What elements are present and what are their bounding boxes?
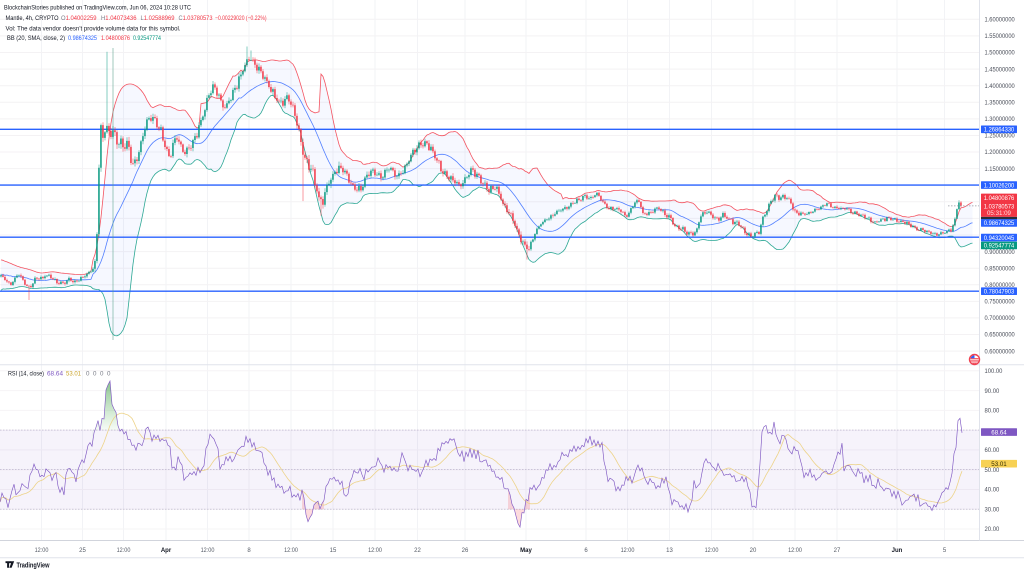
svg-text:O1.04002259: O1.04002259 <box>61 15 97 22</box>
svg-text:Apr: Apr <box>161 548 172 554</box>
svg-text:0.98674325: 0.98674325 <box>984 220 1015 227</box>
svg-text:0: 0 <box>100 371 104 378</box>
svg-text:6: 6 <box>584 548 588 554</box>
svg-text:Mantle, 4h, CRYPTO: Mantle, 4h, CRYPTO <box>6 15 59 22</box>
svg-text:12:00: 12:00 <box>705 548 719 554</box>
svg-text:1.60000000: 1.60000000 <box>985 17 1016 24</box>
svg-text:1.45000000: 1.45000000 <box>985 66 1016 73</box>
svg-text:0.70000000: 0.70000000 <box>985 315 1016 322</box>
svg-text:12:00: 12:00 <box>35 548 49 554</box>
svg-text:12:00: 12:00 <box>621 548 635 554</box>
svg-text:0.65000000: 0.65000000 <box>985 332 1016 339</box>
svg-text:40.00: 40.00 <box>985 487 1000 494</box>
svg-text:25: 25 <box>79 548 86 554</box>
svg-text:68.64: 68.64 <box>47 371 64 378</box>
svg-text:12:00: 12:00 <box>117 548 131 554</box>
svg-text:1.25000000: 1.25000000 <box>985 133 1016 140</box>
svg-text:1.15000000: 1.15000000 <box>985 166 1016 173</box>
svg-text:0.94320045: 0.94320045 <box>984 235 1015 242</box>
svg-text:C1.03780573: C1.03780573 <box>179 15 213 22</box>
svg-text:1.03780573: 1.03780573 <box>984 204 1015 211</box>
svg-text:100.00: 100.00 <box>985 368 1003 375</box>
svg-text:0.92547774: 0.92547774 <box>984 243 1015 250</box>
svg-text:12:00: 12:00 <box>284 548 298 554</box>
svg-text:1.30000000: 1.30000000 <box>985 116 1016 123</box>
svg-text:May: May <box>520 548 532 554</box>
svg-text:−0.00229020 (−0.22%): −0.00229020 (−0.22%) <box>215 15 267 22</box>
svg-text:30.00: 30.00 <box>985 506 1000 513</box>
svg-text:TradingView: TradingView <box>17 562 51 569</box>
svg-text:0.90000000: 0.90000000 <box>985 249 1016 256</box>
svg-text:1.04800876: 1.04800876 <box>101 35 130 42</box>
svg-text:27: 27 <box>834 548 841 554</box>
svg-text:20: 20 <box>750 548 757 554</box>
svg-text:0.60000000: 0.60000000 <box>985 348 1016 355</box>
svg-text:0.92547774: 0.92547774 <box>133 35 161 42</box>
svg-text:22: 22 <box>414 548 421 554</box>
svg-text:1.55000000: 1.55000000 <box>985 33 1016 40</box>
svg-text:L1.02588969: L1.02588969 <box>141 15 176 22</box>
svg-text:0: 0 <box>107 371 111 378</box>
svg-text:8: 8 <box>247 548 251 554</box>
svg-text:0: 0 <box>93 371 97 378</box>
svg-text:Jun: Jun <box>892 548 903 554</box>
svg-text:1.26864330: 1.26864330 <box>984 126 1015 133</box>
svg-text:1.50000000: 1.50000000 <box>985 50 1016 57</box>
svg-text:12:00: 12:00 <box>368 548 382 554</box>
svg-text:1.20000000: 1.20000000 <box>985 149 1016 156</box>
svg-text:15: 15 <box>330 548 337 554</box>
svg-text:1.35000000: 1.35000000 <box>985 99 1016 106</box>
svg-text:1.40000000: 1.40000000 <box>985 83 1016 90</box>
svg-text:0.78047903: 0.78047903 <box>984 288 1015 295</box>
svg-text:0.80000000: 0.80000000 <box>985 282 1016 289</box>
svg-text:0.98674325: 0.98674325 <box>68 35 97 42</box>
svg-text:Vol: The data vendor doesn’t p: Vol: The data vendor doesn’t provide vol… <box>6 25 181 32</box>
svg-text:90.00: 90.00 <box>985 388 1000 395</box>
svg-text:H1.04073436: H1.04073436 <box>101 15 137 22</box>
svg-text:68.64: 68.64 <box>991 429 1007 436</box>
svg-text:12:00: 12:00 <box>201 548 215 554</box>
svg-text:50.00: 50.00 <box>985 467 1000 474</box>
svg-text:0.75000000: 0.75000000 <box>985 299 1016 306</box>
svg-text:1.04800876: 1.04800876 <box>984 195 1015 202</box>
svg-text:0: 0 <box>86 371 90 378</box>
svg-text:13: 13 <box>666 548 673 554</box>
svg-text:12:00: 12:00 <box>788 548 802 554</box>
svg-text:26: 26 <box>462 548 469 554</box>
svg-text:BlockchainStories published on: BlockchainStories published on TradingVi… <box>4 4 191 11</box>
svg-text:0.85000000: 0.85000000 <box>985 265 1016 272</box>
svg-text:5: 5 <box>943 548 947 554</box>
svg-text:60.00: 60.00 <box>985 447 1000 454</box>
svg-text:20.00: 20.00 <box>985 526 1000 533</box>
svg-text:80.00: 80.00 <box>985 408 1000 415</box>
svg-text:RSI (14, close): RSI (14, close) <box>8 371 44 378</box>
svg-text:05:31:09: 05:31:09 <box>987 210 1011 217</box>
svg-text:53.01: 53.01 <box>66 371 82 378</box>
svg-text:53.01: 53.01 <box>991 461 1007 468</box>
svg-text:1.10026200: 1.10026200 <box>984 182 1015 189</box>
svg-text:BB (20, SMA, close, 2): BB (20, SMA, close, 2) <box>7 35 65 42</box>
